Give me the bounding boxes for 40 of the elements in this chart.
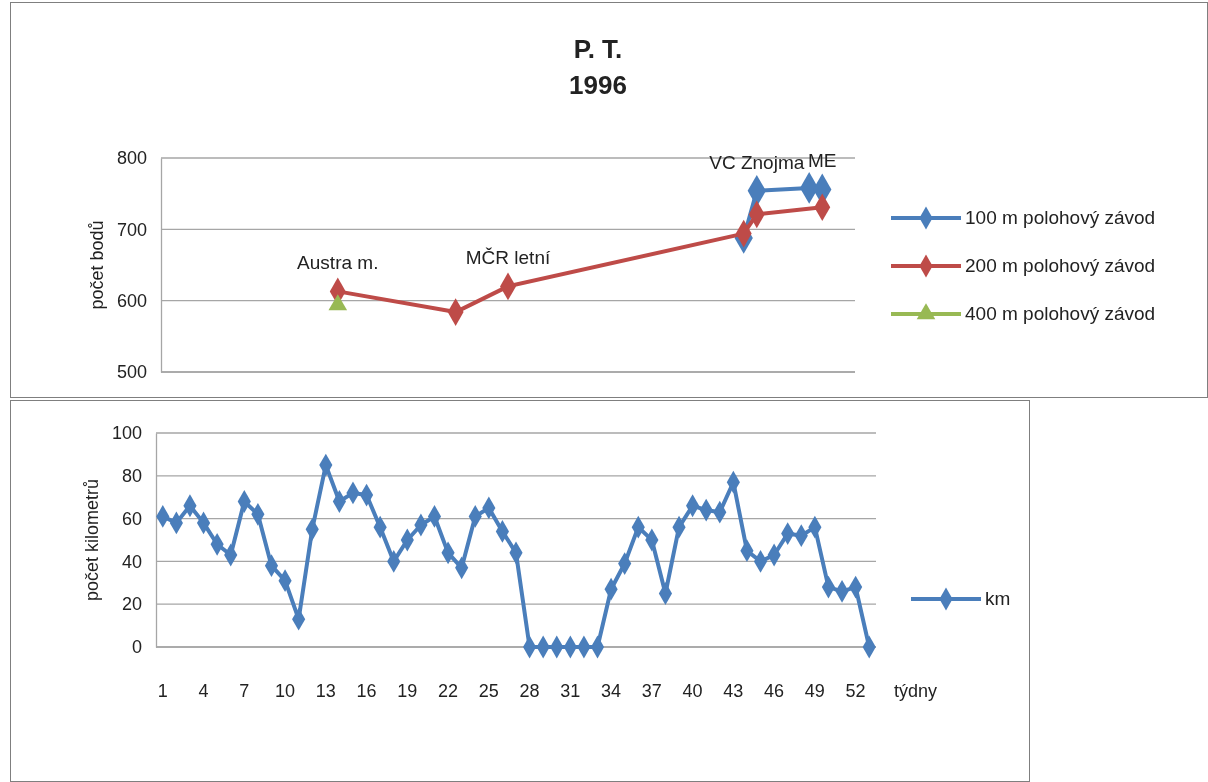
annotation: ME [808, 150, 837, 172]
legend-label: 200 m polohový závod [965, 255, 1156, 276]
x-axis-title: týdny [894, 681, 938, 701]
y-tick-label: 800 [116, 148, 147, 169]
y-tick-label: 500 [116, 362, 147, 383]
y-tick-label: 0 [131, 637, 142, 658]
x-tick-label: 40 [682, 681, 703, 701]
y-tick-label: 60 [121, 508, 142, 529]
y-tick-label: 100 [111, 423, 142, 444]
y-tick-label: 40 [121, 551, 142, 572]
legend-label: 100 m polohový závod [965, 207, 1156, 228]
annotation: VC Znojma [709, 151, 805, 173]
y-tick-label: 20 [121, 594, 142, 615]
y-tick-label: 80 [121, 466, 142, 487]
y-axis-title: počet bodů [87, 220, 107, 310]
annotation: Austra m. [297, 252, 379, 274]
x-tick-label: 31 [560, 681, 581, 701]
x-tick-label: 10 [275, 681, 296, 701]
x-tick-label: 13 [315, 681, 336, 701]
annotation: MČR letní [465, 247, 551, 269]
y-axis-title: počet kilometrů [82, 478, 102, 602]
x-tick-label: 34 [601, 681, 622, 701]
y-tick-label: 600 [116, 290, 147, 311]
x-tick-label: 49 [804, 681, 825, 701]
x-tick-label: 28 [519, 681, 540, 701]
x-tick-label: 4 [198, 681, 209, 701]
chart-title: P. T. 1996 [569, 34, 627, 100]
x-tick-label: 19 [397, 681, 418, 701]
x-tick-label: 22 [438, 681, 459, 701]
x-tick-label: 7 [239, 681, 250, 701]
x-tick-label: 52 [845, 681, 866, 701]
legend-label: km [985, 588, 1011, 609]
y-tick-label: 700 [116, 219, 147, 240]
x-tick-label: 43 [723, 681, 744, 701]
x-tick-label: 46 [764, 681, 785, 701]
legend-label: 400 m polohový závod [965, 303, 1156, 324]
x-tick-label: 16 [356, 681, 377, 701]
x-tick-label: 25 [478, 681, 499, 701]
x-tick-label: 1 [157, 681, 168, 701]
x-tick-label: 37 [641, 681, 662, 701]
